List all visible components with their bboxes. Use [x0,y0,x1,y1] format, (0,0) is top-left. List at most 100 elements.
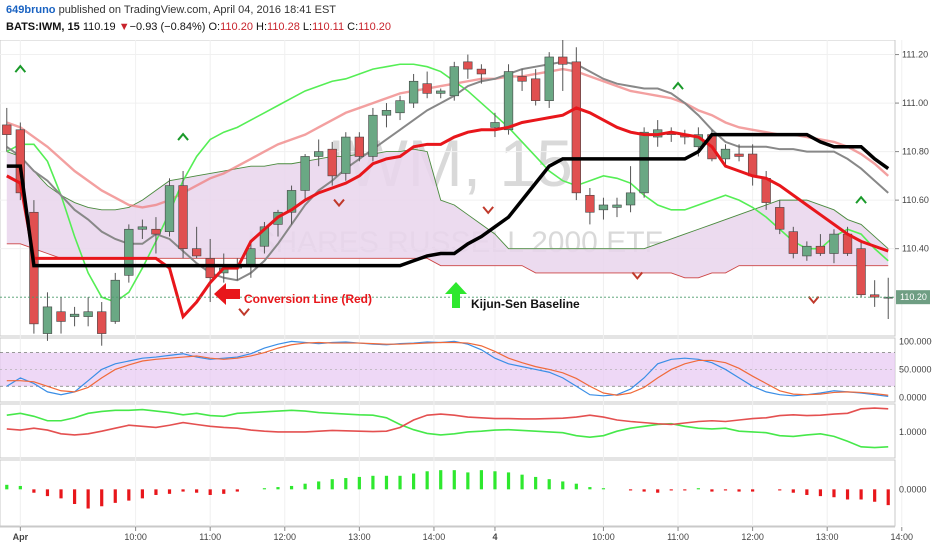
histogram-bar[interactable] [18,485,22,490]
histogram-bar[interactable] [452,470,456,490]
candle[interactable] [191,248,202,257]
histogram-bar[interactable] [479,470,484,490]
candle[interactable] [29,211,39,325]
histogram-bar[interactable] [737,489,741,492]
candle[interactable] [720,148,731,160]
candle[interactable] [164,185,175,232]
histogram-bar[interactable] [886,489,890,506]
candle[interactable] [354,136,364,157]
candle[interactable] [734,153,744,157]
histogram-pane[interactable] [5,470,890,509]
histogram-bar[interactable] [86,489,90,509]
histogram-bar[interactable] [805,489,809,495]
histogram-bar[interactable] [628,489,633,491]
histogram-bar[interactable] [710,489,714,492]
candle[interactable] [558,56,568,65]
histogram-bar[interactable] [425,471,429,490]
candle[interactable] [490,122,500,128]
candle[interactable] [449,66,459,97]
candle[interactable] [286,190,297,213]
histogram-bar[interactable] [167,489,172,494]
candle[interactable] [327,148,337,177]
histogram-bar[interactable] [791,489,795,493]
histogram-bar[interactable] [398,475,402,490]
histogram-bar[interactable] [466,472,470,490]
candle[interactable] [517,76,527,82]
histogram-bar[interactable] [59,489,63,499]
candle[interactable] [56,311,66,322]
histogram-bar[interactable] [276,487,280,490]
histogram-bar[interactable] [411,473,416,490]
histogram-bar[interactable] [113,489,117,503]
candle[interactable] [2,124,12,135]
candle[interactable] [775,207,785,230]
histogram-bar[interactable] [859,489,863,500]
histogram-bar[interactable] [262,488,267,490]
histogram-bar[interactable] [371,475,375,490]
candle[interactable] [69,313,80,317]
candle[interactable] [815,245,826,254]
candle[interactable] [178,185,188,249]
histogram-bar[interactable] [317,481,321,490]
histogram-bar[interactable] [751,489,755,492]
histogram-bar[interactable] [72,489,77,504]
candle[interactable] [788,231,798,254]
histogram-bar[interactable] [127,489,131,501]
candle[interactable] [246,248,256,266]
histogram-bar[interactable] [45,489,50,497]
histogram-bar[interactable] [100,489,104,507]
candle[interactable] [463,61,473,70]
candle[interactable] [42,306,53,334]
candle[interactable] [585,194,595,213]
histogram-bar[interactable] [357,476,361,490]
candle[interactable] [625,192,636,206]
histogram-bar[interactable] [32,489,36,493]
histogram-bar[interactable] [208,489,212,495]
candle[interactable] [422,83,432,94]
histogram-bar[interactable] [873,489,877,502]
candle[interactable] [870,294,880,298]
candle[interactable] [15,129,25,194]
candle[interactable] [802,245,812,257]
histogram-bar[interactable] [696,488,700,490]
candle[interactable] [598,204,609,211]
histogram-bar[interactable] [222,489,226,494]
candle[interactable] [314,151,324,157]
candle[interactable] [137,226,148,230]
histogram-bar[interactable] [683,489,687,491]
candle[interactable] [856,248,866,296]
histogram-bar[interactable] [154,489,158,495]
candle[interactable] [341,136,351,174]
candle[interactable] [531,78,541,101]
candle[interactable] [205,258,215,279]
directional-pane[interactable] [6,407,889,449]
author-link[interactable]: 649bruno [6,4,56,16]
histogram-bar[interactable] [181,489,185,492]
candle[interactable] [97,311,107,334]
candle[interactable] [124,228,134,276]
candle[interactable] [476,68,487,75]
candle[interactable] [829,233,839,254]
histogram-bar[interactable] [534,476,538,490]
candle[interactable] [639,131,649,194]
candle[interactable] [300,156,310,191]
candle[interactable] [612,204,622,208]
candle[interactable] [381,110,392,116]
histogram-bar[interactable] [493,471,497,490]
histogram-bar[interactable] [574,483,578,490]
histogram-bar[interactable] [289,485,294,490]
candle[interactable] [151,228,161,235]
histogram-bar[interactable] [439,470,443,490]
histogram-bar[interactable] [506,472,511,490]
histogram-bar[interactable] [723,489,728,491]
chart-canvas[interactable]: IWM, 15 ISHARES RUSSELL 2000 ETF 111.201… [0,40,932,550]
histogram-bar[interactable] [235,489,239,492]
histogram-bar[interactable] [845,489,850,500]
histogram-bar[interactable] [588,487,592,490]
candle[interactable] [83,311,93,317]
histogram-bar[interactable] [344,478,348,490]
histogram-bar[interactable] [832,489,836,498]
symbol-label[interactable]: BATS:IWM, 15 [6,21,80,33]
candle[interactable] [408,80,419,104]
histogram-bar[interactable] [520,474,524,490]
